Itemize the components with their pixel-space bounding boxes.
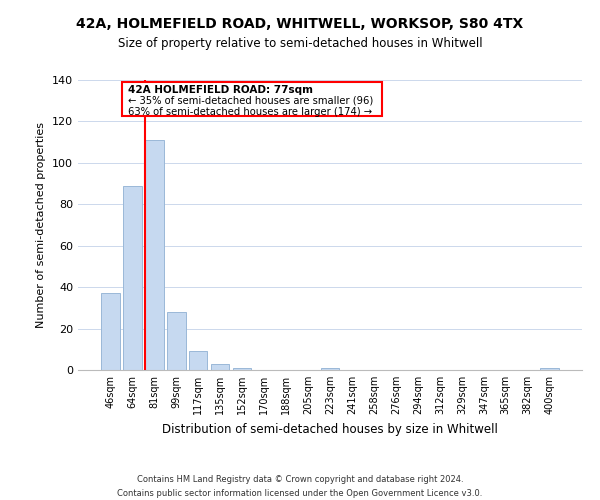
X-axis label: Distribution of semi-detached houses by size in Whitwell: Distribution of semi-detached houses by … — [162, 422, 498, 436]
Bar — [101, 294, 119, 370]
Bar — [211, 364, 229, 370]
Bar — [541, 368, 559, 370]
Bar — [320, 368, 340, 370]
Text: Contains HM Land Registry data © Crown copyright and database right 2024.
Contai: Contains HM Land Registry data © Crown c… — [118, 476, 482, 498]
Bar — [145, 140, 164, 370]
Text: 63% of semi-detached houses are larger (174) →: 63% of semi-detached houses are larger (… — [128, 106, 372, 117]
Bar — [189, 352, 208, 370]
Text: Size of property relative to semi-detached houses in Whitwell: Size of property relative to semi-detach… — [118, 38, 482, 51]
FancyBboxPatch shape — [122, 82, 382, 116]
Bar — [233, 368, 251, 370]
Bar — [167, 312, 185, 370]
Bar — [123, 186, 142, 370]
Text: 42A, HOLMEFIELD ROAD, WHITWELL, WORKSOP, S80 4TX: 42A, HOLMEFIELD ROAD, WHITWELL, WORKSOP,… — [76, 18, 524, 32]
Y-axis label: Number of semi-detached properties: Number of semi-detached properties — [37, 122, 46, 328]
Text: ← 35% of semi-detached houses are smaller (96): ← 35% of semi-detached houses are smalle… — [128, 96, 373, 106]
Text: 42A HOLMEFIELD ROAD: 77sqm: 42A HOLMEFIELD ROAD: 77sqm — [128, 84, 313, 94]
